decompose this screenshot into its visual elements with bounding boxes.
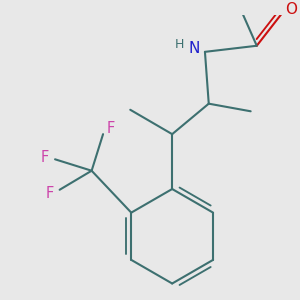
Text: F: F [106,121,115,136]
Text: O: O [285,2,297,17]
Text: F: F [46,186,54,201]
Text: F: F [41,149,49,164]
Text: H: H [175,38,184,51]
Text: N: N [189,41,200,56]
